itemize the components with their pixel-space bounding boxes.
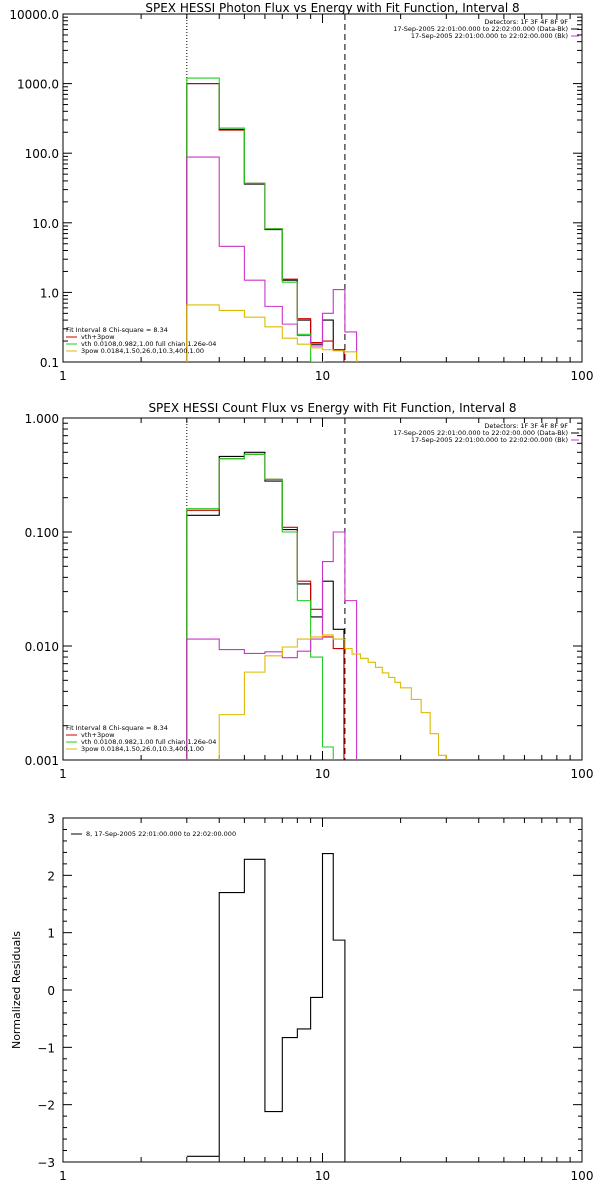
legend-top-text: 17-Sep-2005 22:01:00.000 to 22:02:00.000… [411, 436, 568, 444]
y-tick-label: 1.0 [40, 286, 59, 300]
legend-fit-text: Fit Interval 8 Chi-square = 8.34 [66, 326, 168, 334]
legend-fit-text: vth+3pow [81, 731, 115, 739]
x-tick-label: 10 [315, 767, 330, 781]
series-line-2 [186, 453, 345, 760]
legend-fit-text: 3pow 0.0184,1.50,26.0,10.3,400,1.00 [81, 745, 204, 753]
y-tick-label: 100.0 [25, 147, 59, 161]
y-axis-label: Normalized Residuals [10, 931, 23, 1049]
chart-title: SPEX HESSI Count Flux vs Energy with Fit… [148, 401, 516, 415]
series-line-4 [186, 531, 358, 760]
chart-panel-2: SPEX HESSI Count Flux vs Energy with Fit… [25, 401, 594, 781]
legend-fit-text: vth 0.0108,0.982,1.00 full chian 1.26e-0… [81, 738, 216, 746]
x-tick-label: 100 [571, 767, 594, 781]
plot-frame [62, 13, 583, 363]
y-tick-label: 1 [47, 927, 55, 941]
series-line-5 [186, 304, 358, 362]
x-tick-label: 100 [571, 1169, 594, 1183]
series-line-1 [186, 451, 345, 760]
plot-area [186, 14, 358, 362]
y-tick-label: −3 [37, 1156, 55, 1170]
series-line-1 [186, 83, 345, 362]
plot-area [186, 418, 447, 760]
x-tick-label: 1 [59, 369, 67, 383]
chart-panel-1: SPEX HESSI Photon Flux vs Energy with Fi… [9, 1, 593, 383]
y-tick-label: 2 [47, 869, 55, 883]
x-tick-label: 100 [571, 369, 594, 383]
legend-top-text: 17-Sep-2005 22:01:00.000 to 22:02:00.000… [393, 25, 568, 33]
legend-text: 8, 17-Sep-2005 22:01:00.000 to 22:02:00.… [86, 830, 236, 838]
y-tick-label: 0 [47, 984, 55, 998]
legend-top-text: Detectors: 1F 3F 4F 8F 9F [484, 18, 568, 26]
y-tick-label: 1.000 [25, 412, 59, 426]
legend-top-text: Detectors: 1F 3F 4F 8F 9F [484, 422, 568, 430]
series-line-5 [218, 634, 447, 760]
chart-title: SPEX HESSI Photon Flux vs Energy with Fi… [145, 1, 519, 15]
y-tick-label: 0.010 [25, 640, 59, 654]
y-tick-label: 0.100 [25, 526, 59, 540]
x-tick-label: 10 [315, 369, 330, 383]
legend-fit-text: Fit Interval 8 Chi-square = 8.34 [66, 724, 168, 732]
y-tick-label: 10.0 [32, 217, 59, 231]
y-tick-label: 10000.0 [9, 8, 59, 22]
y-tick-label: 0.1 [40, 356, 59, 370]
y-tick-label: −2 [37, 1099, 55, 1113]
legend-fit-text: 3pow 0.0184,1.50,26.0,10.3,400,1.00 [81, 347, 204, 355]
legend-top-text: 17-Sep-2005 22:01:00.000 to 22:02:00.000… [411, 32, 568, 40]
x-tick-label: 10 [315, 1169, 330, 1183]
plot-area [186, 852, 346, 1162]
y-tick-label: −1 [37, 1041, 55, 1055]
legend-top-text: 17-Sep-2005 22:01:00.000 to 22:02:00.000… [393, 429, 568, 437]
x-tick-label: 1 [59, 1169, 67, 1183]
series-line-1 [186, 852, 346, 1162]
x-tick-label: 1 [59, 767, 67, 781]
series-line-3 [186, 453, 334, 760]
y-tick-label: 0.001 [25, 754, 59, 768]
series-line-2 [186, 83, 345, 362]
series-line-3 [186, 77, 325, 362]
y-tick-label: 1000.0 [17, 78, 59, 92]
legend-fit-text: vth+3pow [81, 333, 115, 341]
chart-panel-3: 1 10 100 −3 −2 −1 0 1 2 3 Normalized Residuals 8, 1… [10, 812, 593, 1183]
legend-fit-text: vth 0.0108,0.982,1.00 full chian 1.26e-0… [81, 340, 216, 348]
y-tick-label: 3 [47, 812, 55, 826]
series-line-4 [186, 156, 358, 362]
